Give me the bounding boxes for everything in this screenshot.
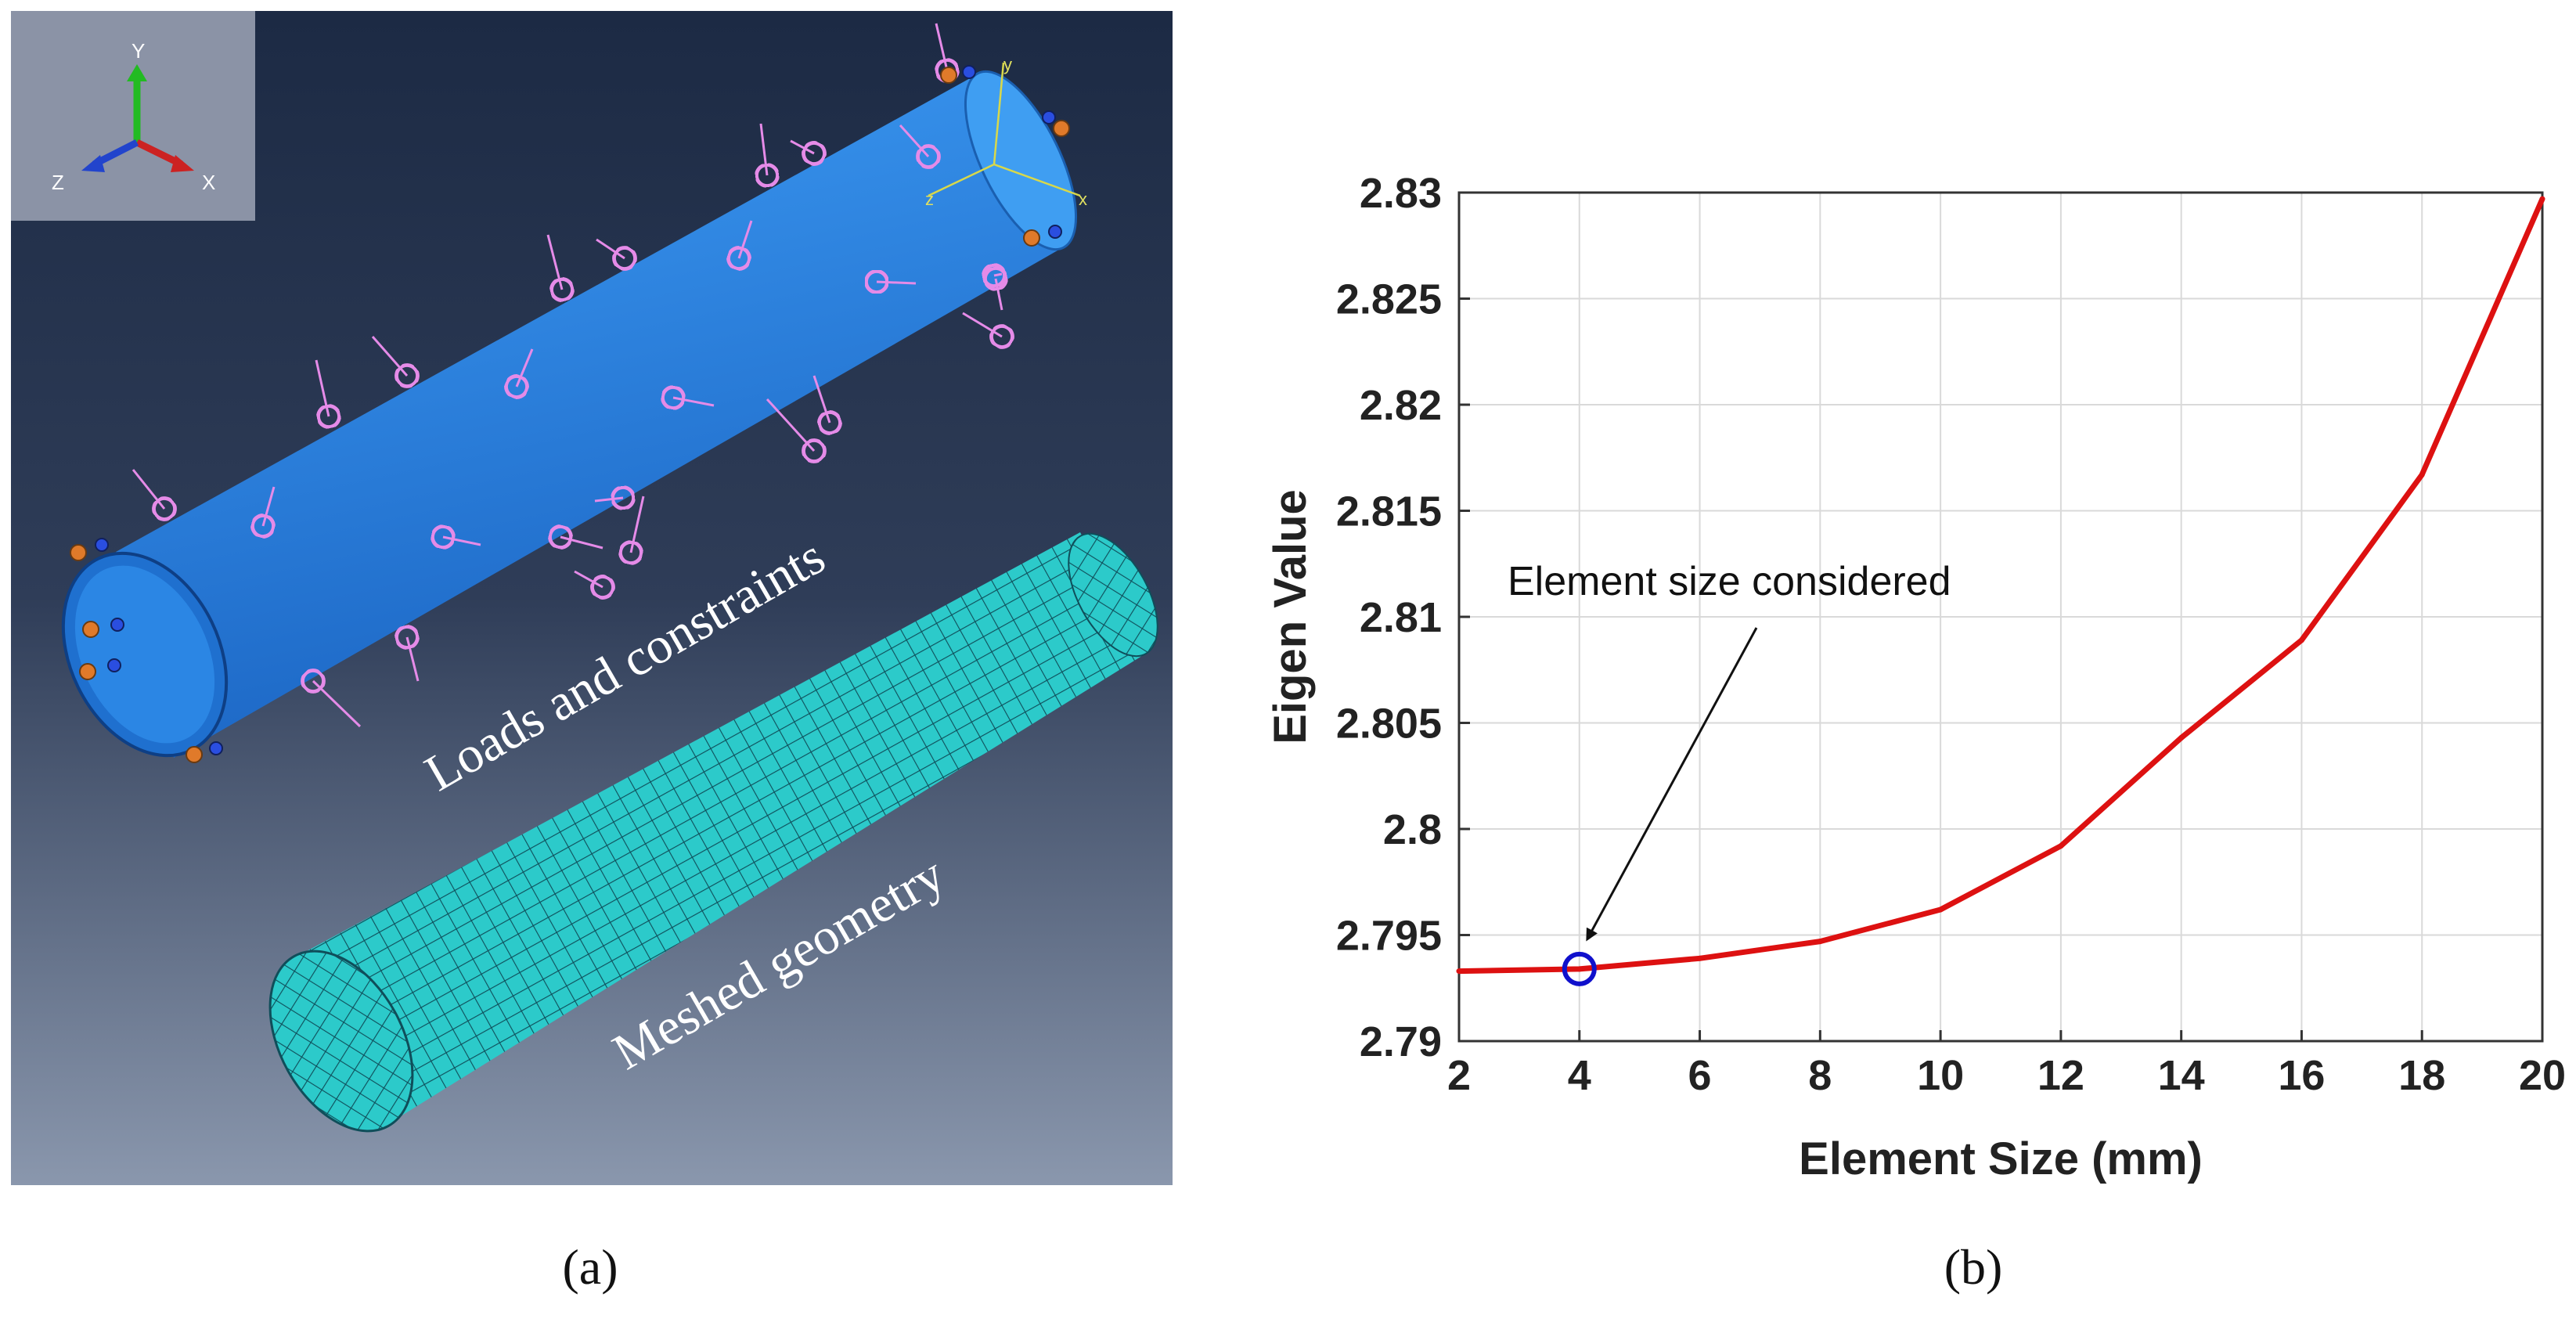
- series-0-point-0: [1456, 968, 1462, 975]
- panel-b: 2 4 6 8 10 12 14 16 18 20 2.79 2.795 2.8 2.805 2.81 2.8…: [1265, 170, 2566, 1295]
- x-tick-label-1: 4: [1568, 1052, 1591, 1099]
- caption-b: (b): [1944, 1239, 2003, 1295]
- global-triad: Y X Z: [11, 11, 255, 221]
- y-tick-label-2: 2.8: [1383, 806, 1442, 853]
- x-tick-label-5: 12: [2037, 1052, 2084, 1099]
- series-0-point-9: [2539, 196, 2545, 202]
- annotation-text: Element size considered: [1508, 559, 1951, 604]
- series-0-point-6: [2178, 734, 2185, 741]
- y-tick-label-5: 2.815: [1336, 488, 1442, 535]
- local-csys-y-label: y: [1003, 55, 1012, 74]
- series-0-point-2: [1697, 955, 1703, 961]
- annotation-arrow: [1586, 627, 1758, 942]
- y-tick-label-1: 2.795: [1336, 913, 1442, 960]
- y-axis-label: Eigen Value: [1265, 489, 1316, 744]
- y-tick-label-8: 2.83: [1360, 170, 1442, 217]
- series-0-point-3: [1817, 939, 1823, 945]
- series-0-point-1: [1576, 966, 1583, 972]
- local-csys-z-label: z: [925, 189, 934, 209]
- eigenvalue-chart: 2 4 6 8 10 12 14 16 18 20 2.79 2.795 2.8 2.805 2.81 2.8…: [1265, 170, 2566, 1184]
- caption-a: (a): [562, 1239, 618, 1295]
- y-tick-label-4: 2.81: [1360, 594, 1442, 641]
- x-tick-label-3: 8: [1808, 1052, 1832, 1099]
- local-csys-x-label: x: [1079, 189, 1087, 209]
- load-arrows: [132, 23, 1002, 728]
- x-tick-label-9: 20: [2519, 1052, 2566, 1099]
- x-tick-label-8: 18: [2398, 1052, 2445, 1099]
- loaded-cylinder: [61, 70, 1078, 758]
- y-tick-label-7: 2.825: [1336, 276, 1442, 323]
- triad-z-label: Z: [52, 171, 64, 194]
- series-line-0: [1458, 197, 2545, 975]
- y-tick-label-3: 2.805: [1336, 701, 1442, 748]
- triad-x-label: X: [202, 171, 215, 194]
- highlight-marker: [1562, 951, 1597, 986]
- x-tick-label-2: 6: [1688, 1052, 1712, 1099]
- local-csys: [928, 62, 1081, 197]
- x-tick-label-6: 14: [2158, 1052, 2205, 1099]
- y-tick-label-6: 2.82: [1360, 382, 1442, 429]
- x-tick-label-7: 16: [2278, 1052, 2325, 1099]
- meshed-cylinder: [268, 532, 1158, 1133]
- series-0-point-5: [2058, 843, 2064, 849]
- panel-a: Y X Z: [11, 11, 1173, 1295]
- series-0-point-7: [2298, 637, 2304, 643]
- x-tick-label-0: 2: [1447, 1052, 1471, 1099]
- boundary-constraints: [70, 65, 1070, 763]
- triad-y-label: Y: [132, 39, 145, 63]
- x-axis-label: Element Size (mm): [1799, 1133, 2203, 1184]
- x-tick-label-4: 10: [1917, 1052, 1964, 1099]
- y-tick-label-0: 2.79: [1360, 1018, 1442, 1065]
- series-0-point-8: [2419, 471, 2425, 478]
- series-0-point-4: [1937, 906, 1944, 913]
